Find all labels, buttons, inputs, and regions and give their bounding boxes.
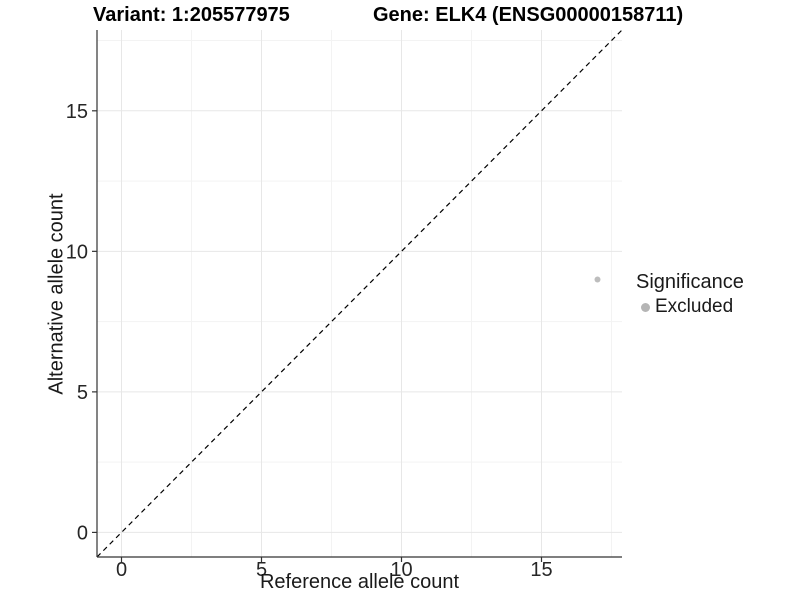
y-tick-label: 10 — [66, 241, 88, 263]
legend: Significance Excluded — [636, 270, 744, 318]
data-point — [594, 276, 601, 283]
legend-item-label: Excluded — [655, 296, 734, 317]
plot-title-gene: Gene: ELK4 (ENSG00000158711) — [373, 4, 684, 26]
y-tick-label: 15 — [66, 101, 88, 123]
identity-dashed-line — [96, 29, 623, 558]
x-tick-label: 0 — [116, 559, 127, 581]
legend-point-icon — [641, 302, 650, 312]
x-tick-label: 5 — [256, 559, 267, 581]
plot-title-variant: Variant: 1:205577975 — [93, 4, 290, 26]
x-axis-title: Reference allele count — [259, 571, 459, 593]
legend-title: Significance — [636, 271, 744, 293]
legend-item-excluded: Excluded — [636, 296, 744, 318]
y-tick-label: 0 — [77, 522, 88, 544]
y-axis-title: Alternative allele count — [45, 193, 68, 395]
y-tick-label: 5 — [77, 382, 88, 404]
x-tick-label: 15 — [530, 559, 552, 581]
x-tick-label: 10 — [390, 559, 412, 581]
